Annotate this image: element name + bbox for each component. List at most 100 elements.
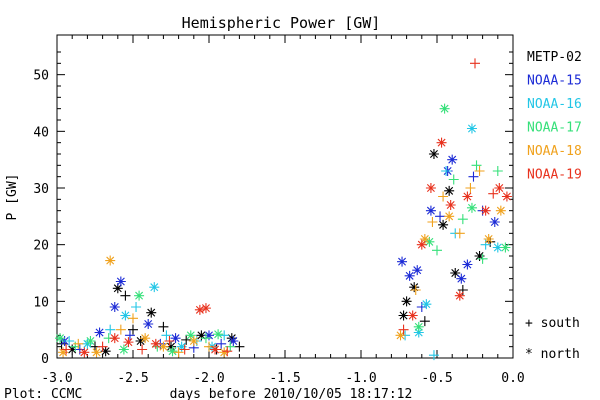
north-point <box>413 321 424 332</box>
south-point <box>492 166 503 176</box>
north-point <box>134 290 145 301</box>
north-point <box>185 330 196 341</box>
x-tick-label: -2.5 <box>117 371 148 386</box>
north-point <box>397 256 408 267</box>
legend-entry: METP-02 <box>527 50 582 65</box>
north-point <box>428 149 439 159</box>
south-point <box>448 174 459 185</box>
south-point <box>477 253 488 264</box>
marker-legend-entry: * north <box>525 347 580 362</box>
north-point <box>146 307 157 318</box>
north-point <box>200 303 211 314</box>
south-point <box>419 316 430 327</box>
north-point <box>79 347 90 358</box>
north-point <box>109 302 120 312</box>
north-point <box>105 255 116 266</box>
south-point <box>398 324 409 335</box>
south-point <box>222 346 233 357</box>
x-tick-label: -1.5 <box>269 371 300 386</box>
south-point <box>124 330 135 341</box>
south-point <box>488 188 499 199</box>
marker-legend: + south * north <box>525 316 580 362</box>
south-point <box>485 236 496 247</box>
north-point <box>444 185 455 196</box>
north-point <box>501 191 512 202</box>
north-point <box>100 346 111 357</box>
y-axis-tick-labels: 0 10 20 30 40 50 <box>33 69 49 367</box>
north-point <box>500 242 511 253</box>
north-point <box>412 265 423 276</box>
north-point <box>439 103 450 114</box>
south-point <box>97 341 108 352</box>
y-tick-label: 40 <box>33 125 49 140</box>
south-point <box>410 285 421 295</box>
south-point <box>200 333 211 344</box>
north-point <box>213 329 224 340</box>
data-markers <box>55 58 512 361</box>
north-point <box>210 344 221 355</box>
north-point <box>158 341 169 352</box>
south-point <box>137 344 148 355</box>
south-point <box>120 290 131 301</box>
south-point <box>131 302 142 312</box>
north-point <box>123 337 134 348</box>
north-point <box>140 333 151 344</box>
north-point <box>436 137 447 148</box>
x-axis-label: days before 2010/10/05 18:17:12 <box>170 387 413 400</box>
north-point <box>194 304 205 315</box>
north-point <box>421 299 432 310</box>
south-point <box>64 336 75 346</box>
chart-title: Hemispheric Power [GW] <box>182 14 381 32</box>
north-point <box>149 282 160 293</box>
south-point <box>457 214 468 225</box>
north-point <box>450 268 461 278</box>
south-point <box>216 338 227 349</box>
south-point <box>161 330 172 341</box>
legend-entry: NOAA-15 <box>527 74 582 89</box>
north-point <box>150 338 161 349</box>
north-point <box>226 333 237 344</box>
south-point <box>158 321 169 332</box>
north-point <box>409 282 420 293</box>
north-point <box>407 310 418 321</box>
north-point <box>447 154 458 165</box>
north-point <box>135 336 146 346</box>
south-point <box>468 171 479 182</box>
north-point <box>445 200 456 210</box>
north-point <box>492 242 503 253</box>
legend-entry: NOAA-16 <box>527 97 582 112</box>
south-point <box>427 217 438 227</box>
north-point <box>120 310 131 321</box>
south-point <box>179 344 190 355</box>
north-point <box>170 333 181 344</box>
south-point <box>454 228 465 239</box>
south-point <box>105 324 116 335</box>
south-point <box>173 347 184 358</box>
north-point <box>228 336 239 346</box>
north-point <box>480 205 491 216</box>
north-point <box>474 251 485 261</box>
north-point <box>112 283 123 294</box>
north-point <box>413 327 424 338</box>
north-point <box>489 217 500 227</box>
north-point <box>109 333 120 344</box>
legend-entry: NOAA-19 <box>527 168 582 183</box>
south-point <box>441 166 452 176</box>
north-point <box>85 336 96 346</box>
south-point <box>181 334 192 345</box>
x-tick-label: -2.0 <box>193 371 224 386</box>
north-point <box>495 205 506 216</box>
south-point <box>219 330 230 341</box>
south-point <box>470 58 480 69</box>
south-point <box>432 245 442 256</box>
marker-legend-entry: + south <box>525 316 580 331</box>
north-point <box>462 191 473 202</box>
north-point <box>401 296 412 307</box>
south-point <box>73 338 84 349</box>
north-point <box>444 211 455 222</box>
north-point <box>188 336 199 346</box>
y-tick-label: 50 <box>33 69 49 84</box>
south-point <box>474 166 485 176</box>
north-point <box>167 346 178 357</box>
south-point <box>128 313 138 324</box>
